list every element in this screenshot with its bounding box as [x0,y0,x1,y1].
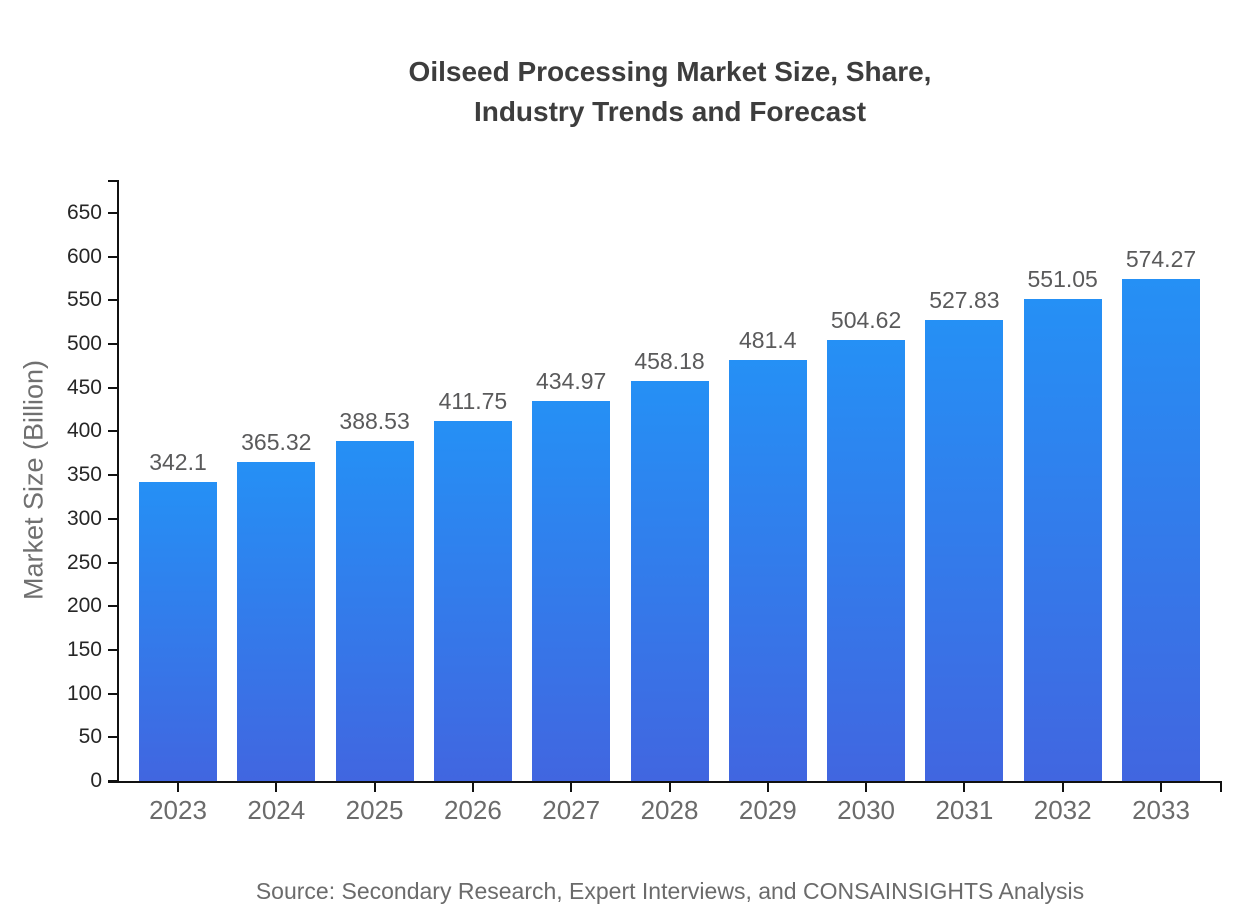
y-tick-label: 450 [66,375,102,399]
bar [630,380,709,781]
y-tick [108,780,118,782]
y-tick [108,736,118,739]
x-tick-label: 2032 [1033,795,1092,825]
x-tick-label: 2031 [935,795,994,825]
y-tick-label: 100 [66,681,102,705]
bar [1023,299,1102,781]
bar-value-label: 527.83 [929,286,1000,313]
x-tick-label: 2025 [345,795,404,825]
y-tick [108,474,118,477]
bar-value-label: 551.05 [1027,266,1098,293]
bar-value-label: 458.18 [634,347,705,374]
bar [1122,279,1200,781]
y-tick-label: 0 [90,769,102,792]
y-tick-label: 600 [66,244,102,268]
y-tick-label: 250 [66,550,102,574]
bar-value-label: 388.53 [339,408,410,435]
y-tick [108,692,118,695]
y-tick [108,343,118,346]
y-tick-label: 50 [78,725,102,749]
y-tick [108,605,118,608]
y-tick [108,648,118,651]
x-tick-label: 2027 [542,795,601,825]
x-tick [963,783,966,792]
bar-value-label: 504.62 [830,307,902,334]
y-tick [108,517,118,520]
bar-value-label: 365.32 [241,428,312,455]
x-tick-label: 2024 [247,795,306,825]
bar [532,400,611,781]
y-tick-label: 400 [66,419,102,443]
x-tick [570,783,573,792]
x-tick [1061,783,1064,792]
y-tick [108,255,118,258]
y-tick-label: 650 [66,201,102,224]
y-tick [108,212,118,214]
y-tick-label: 200 [66,594,102,618]
bar-value-label: 574.27 [1125,246,1197,273]
x-tick-label: 2023 [149,795,207,825]
bar [728,360,807,781]
bar-value-label: 342.1 [149,449,207,476]
y-tick [108,386,118,389]
x-tick [471,783,474,792]
bar [433,421,512,781]
bar [335,441,414,781]
y-tick-label: 150 [66,637,102,661]
y-tick-label: 500 [66,332,102,356]
source-note: Source: Secondary Research, Expert Inter… [255,878,1085,904]
bar [139,482,217,781]
x-tick [177,783,179,792]
y-tick [108,430,118,433]
x-axis-endcap-tick [1220,783,1222,792]
x-tick-label: 2030 [837,795,896,825]
chart-title-line1: Oilseed Processing Market Size, Share, [408,56,932,87]
y-axis-endcap-tick [108,180,118,182]
x-tick [865,783,868,792]
chart-title-line2: Industry Trends and Forecast [473,96,867,127]
x-tick-label: 2028 [640,795,699,825]
y-tick-label: 350 [66,463,102,487]
x-tick [373,783,376,792]
x-tick-label: 2033 [1132,795,1190,825]
y-tick [108,561,118,564]
bar [827,340,906,781]
x-tick [766,783,769,792]
bar [237,461,316,781]
bar-value-label: 434.97 [536,367,607,394]
x-tick [668,783,671,792]
bar-value-label: 481.4 [739,327,797,354]
x-tick [275,783,278,792]
x-tick [1160,783,1162,792]
y-tick-label: 550 [66,288,102,312]
bar [925,319,1004,781]
y-axis-line [117,180,119,783]
bar-value-label: 411.75 [438,388,508,415]
x-tick-label: 2026 [443,795,502,825]
y-tick [108,299,118,302]
y-tick-label: 300 [66,506,102,530]
chart-title: Oilseed Processing Market Size, Share, I… [118,52,1222,132]
x-tick-label: 2029 [738,795,797,825]
x-axis-line [108,781,1222,783]
